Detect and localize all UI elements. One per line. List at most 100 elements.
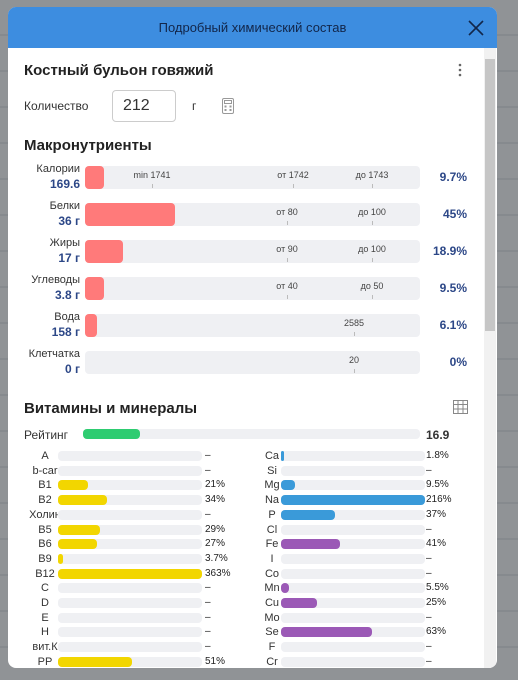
nutrient-name: I <box>270 552 274 565</box>
macro-threshold: до 1743 <box>355 170 389 180</box>
nutrient-bar <box>281 627 373 638</box>
nutrient-value: – <box>426 611 432 623</box>
threshold-marker <box>372 221 373 225</box>
macro-threshold: до 100 <box>358 244 386 254</box>
macro-bar <box>85 203 175 226</box>
quantity-input[interactable]: 212 <box>112 90 176 122</box>
nutrient-value: 25% <box>426 597 447 608</box>
macro-track <box>85 240 420 263</box>
macro-track <box>85 314 420 337</box>
menu-button[interactable] <box>456 62 464 78</box>
nutrient-value: – <box>426 655 432 667</box>
nutrient-bar <box>58 568 202 579</box>
macro-threshold: от 1742 <box>277 170 309 180</box>
rating-label: Рейтинг <box>24 428 69 442</box>
nutrient-value: – <box>205 508 211 520</box>
nutrient-bar <box>281 583 289 594</box>
nutrient-track <box>58 553 202 564</box>
modal-header <box>8 7 497 48</box>
nutrient-track <box>281 642 425 653</box>
macro-percent: 18.9% <box>432 244 467 258</box>
nutrient-track <box>281 612 425 623</box>
nutrient-name: Mo <box>264 611 280 624</box>
macro-track <box>85 351 420 374</box>
macro-threshold: min 1741 <box>133 170 171 180</box>
nutrient-name: B2 <box>38 494 52 507</box>
nutrient-name: C <box>41 582 49 595</box>
macro-bar <box>85 277 104 300</box>
nutrient-name: B12 <box>35 567 55 580</box>
macro-amount: 158 г <box>51 325 80 339</box>
nutrient-value: 29% <box>205 523 226 535</box>
nutrient-track <box>58 524 202 535</box>
close-button[interactable] <box>468 20 484 36</box>
threshold-marker <box>287 295 288 299</box>
rating-value: 16.9 <box>426 428 450 442</box>
nutrient-name: Cl <box>266 523 278 536</box>
scrollbar-thumb[interactable] <box>485 59 495 331</box>
nutrient-name: Se <box>265 626 279 639</box>
macro-threshold: от 80 <box>276 207 298 217</box>
nutrient-bar <box>281 495 425 506</box>
nutrient-name: B6 <box>38 538 52 551</box>
nutrient-name: F <box>268 641 276 654</box>
nutrient-track <box>281 465 425 476</box>
nutrient-track <box>58 539 202 550</box>
nutrient-value: 27% <box>205 538 226 550</box>
nutrient-bar <box>58 480 89 491</box>
threshold-marker <box>287 258 288 262</box>
nutrient-track <box>58 451 202 461</box>
nutrient-value: 37% <box>426 508 447 520</box>
macro-bar <box>85 166 105 189</box>
nutrient-track <box>281 656 425 667</box>
macro-percent: 0% <box>449 355 467 369</box>
nutrient-track <box>281 583 425 594</box>
macro-percent: 9.5% <box>439 281 467 295</box>
macro-bar <box>85 314 98 337</box>
nutrient-track <box>281 598 425 608</box>
content: Калории 169.6 min 1741 от 1742 до 1743 9.7% Бе… <box>8 7 497 668</box>
nutrient-name: B5 <box>38 523 52 536</box>
nutrient-value: 3.7% <box>205 552 228 564</box>
threshold-marker <box>372 258 373 262</box>
nutrient-bar <box>281 539 341 550</box>
nutrient-name: b-car <box>32 464 58 477</box>
threshold-marker <box>354 369 355 373</box>
macro-amount: 169.6 <box>49 177 80 191</box>
nutrient-value: – <box>205 582 211 594</box>
nutrient-name: Холин <box>29 508 61 521</box>
nutrient-bar <box>281 451 284 461</box>
nutrient-value: 34% <box>205 494 226 506</box>
section-title: Витамины и минералы <box>24 400 198 417</box>
nutrient-value: – <box>205 611 211 623</box>
threshold-marker <box>372 295 373 299</box>
macro-percent: 9.7% <box>439 170 467 184</box>
nutrient-name: A <box>41 450 49 462</box>
rating-track <box>83 429 420 439</box>
rating-bar <box>83 429 140 439</box>
nutrient-track <box>58 598 202 608</box>
nutrient-name: B1 <box>38 479 52 492</box>
table-icon[interactable] <box>453 400 468 414</box>
macro-threshold: до 100 <box>358 207 386 217</box>
threshold-marker <box>287 221 288 225</box>
macro-amount: 3.8 г <box>54 288 80 302</box>
nutrient-track <box>58 509 202 520</box>
nutrient-value: 51% <box>205 655 226 667</box>
nutrient-value: 21% <box>205 479 226 491</box>
nutrient-value: 5.5% <box>426 582 449 594</box>
macro-name: Калории <box>36 163 80 175</box>
nutrient-name: D <box>41 597 49 609</box>
threshold-marker <box>372 184 373 188</box>
nutrient-value: – <box>205 597 211 608</box>
threshold-marker <box>354 332 355 336</box>
nutrient-track <box>281 568 425 579</box>
nutrient-track <box>58 583 202 594</box>
nutrient-value: – <box>426 523 432 535</box>
macro-threshold: до 50 <box>360 281 384 291</box>
calculator-icon[interactable] <box>222 98 234 114</box>
nutrient-value: – <box>205 450 211 461</box>
macro-amount: 0 г <box>64 362 80 376</box>
macro-percent: 45% <box>442 207 467 221</box>
food-name: Костный бульон говяжий <box>24 62 214 79</box>
